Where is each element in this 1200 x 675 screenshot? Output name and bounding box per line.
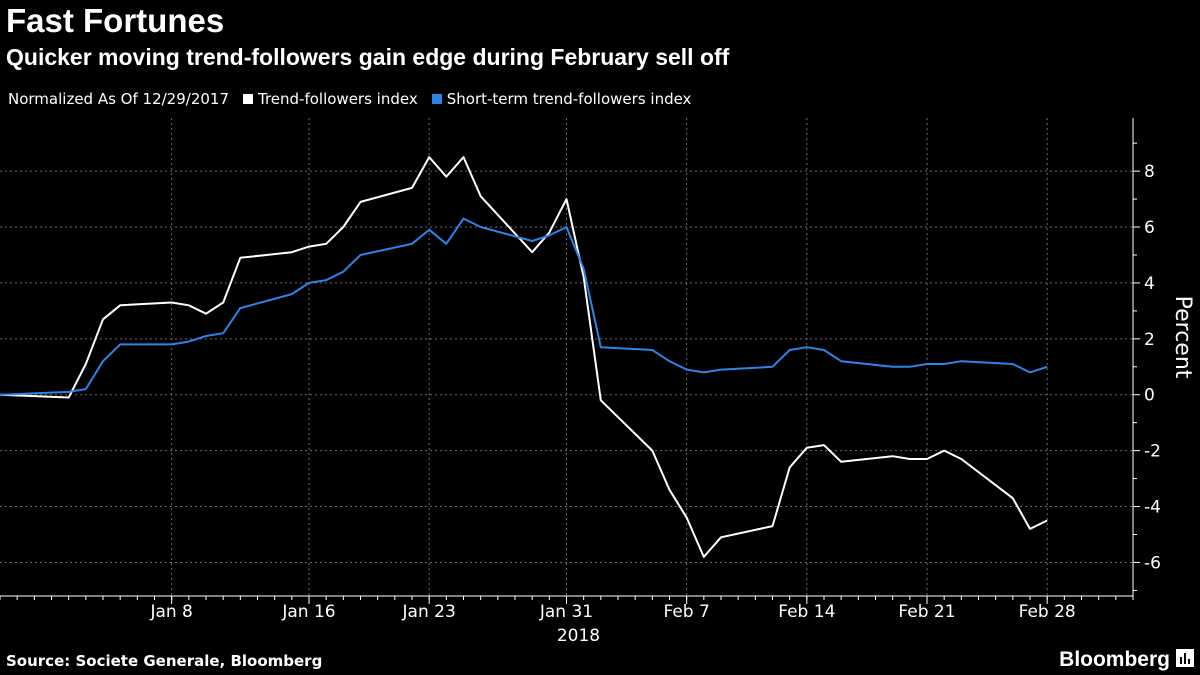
series-line-trend-followers [0, 156, 1048, 558]
x-tick-label: Jan 8 [149, 602, 192, 622]
legend-label: Short-term trend-followers index [446, 90, 692, 108]
legend-item-trend-followers: Trend-followers index [243, 90, 418, 108]
y-axis-label: Percent [1170, 296, 1195, 379]
legend-item-short-term: Short-term trend-followers index [431, 90, 692, 108]
chart-subtitle: Quicker moving trend-followers gain edge… [6, 44, 730, 70]
legend-swatch-white [243, 94, 253, 104]
y-tick-label: -2 [1144, 442, 1161, 462]
x-tick-label: Feb 28 [1019, 602, 1076, 622]
x-tick-label: Jan 23 [402, 602, 456, 622]
y-tick-label: 4 [1144, 274, 1155, 294]
legend: Normalized As Of 12/29/2017 Trend-follow… [8, 90, 691, 108]
chart-title: Fast Fortunes [6, 2, 225, 39]
x-tick-label: Feb 14 [778, 602, 835, 622]
bloomberg-chart-icon [1176, 649, 1194, 667]
y-tick-label: -6 [1144, 553, 1161, 573]
legend-label: Trend-followers index [258, 90, 418, 108]
y-tick-label: 2 [1144, 330, 1155, 350]
x-tick-label: Feb 7 [664, 602, 710, 622]
bar-chart-icon [1180, 653, 1190, 664]
x-year-label: 2018 [557, 626, 600, 646]
brand-logo: Bloomberg [1059, 648, 1170, 671]
series-line-short-term [0, 217, 1048, 396]
x-tick-label: Jan 16 [281, 602, 335, 622]
x-tick-label: Feb 21 [898, 602, 955, 622]
legend-swatch-blue [431, 94, 442, 104]
y-tick-label: 8 [1144, 162, 1155, 182]
y-tick-label: 6 [1144, 218, 1155, 238]
y-tick-label: -4 [1144, 498, 1161, 518]
y-tick-label: 0 [1144, 386, 1155, 406]
source-note: Source: Societe Generale, Bloomberg [6, 652, 323, 670]
x-tick-label: Jan 31 [539, 602, 593, 622]
legend-note: Normalized As Of 12/29/2017 [8, 90, 229, 108]
